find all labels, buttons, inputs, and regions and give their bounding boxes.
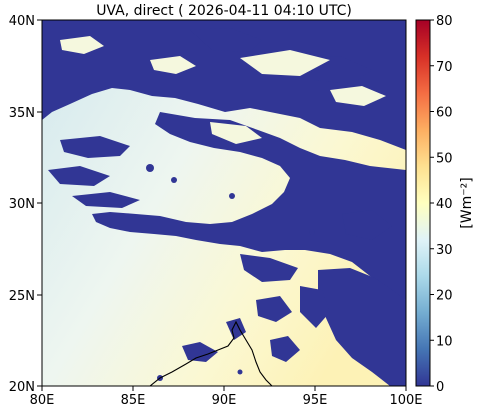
colorbar-tick-label: 30 [436,243,453,258]
colorbar-tick-label: 60 [436,106,453,121]
lon-tick-label: 95E [303,393,328,408]
coastline [149,320,273,386]
lat-tick-label: 35N [9,106,35,121]
colorbar-tick-label: 0 [436,380,444,395]
lon-axis [41,386,407,391]
lat-tick-label: 40N [9,14,35,29]
lat-tick-label: 30N [9,197,35,212]
colorbar-tick-label: 20 [436,289,453,304]
colorbar-tick-label: 70 [436,60,453,75]
cloud-mask [42,20,406,386]
clear-pockets [60,36,386,144]
colorbar-tick-label: 80 [436,14,453,29]
colorbar-tick-label: 50 [436,151,453,166]
colorbar-tick-label: 10 [436,334,453,349]
lat-tick-label: 25N [9,289,35,304]
lon-tick-label: 85E [121,393,146,408]
lon-tick-label: 80E [30,393,55,408]
colorbar-tick-label: 40 [436,197,453,212]
map-field [42,20,406,386]
lon-tick-label: 100E [389,393,422,408]
map-title: UVA, direct ( 2026-04-11 04:10 UTC) [96,3,352,19]
lat-axis [37,19,42,387]
colorbar-ticks [430,19,434,387]
lat-tick-label: 20N [9,380,35,395]
colorbar [415,19,431,387]
colorbar-units-label: [Wm⁻²] [459,177,475,228]
lon-tick-label: 90E [212,393,237,408]
